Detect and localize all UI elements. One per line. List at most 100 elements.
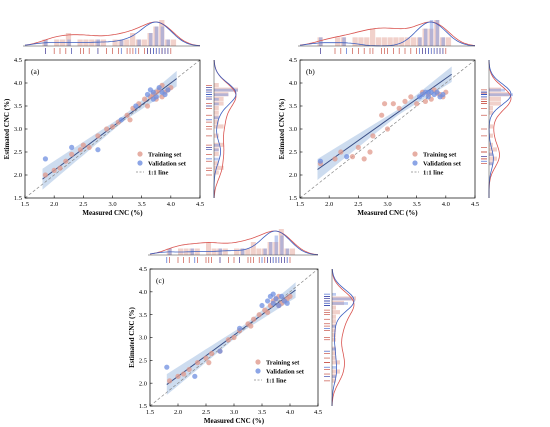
- histogram-bar: [273, 242, 279, 255]
- training-point: [231, 334, 237, 341]
- panel-label: (b): [306, 67, 315, 76]
- kde-validation: [299, 21, 476, 47]
- training-point: [390, 101, 396, 107]
- histogram-bar: [214, 116, 219, 120]
- histogram-bar: [274, 235, 278, 255]
- right-marginal: [324, 268, 356, 407]
- histogram-bar: [352, 37, 358, 46]
- training-point: [355, 144, 361, 150]
- kde-validation: [331, 268, 355, 407]
- histogram-bar: [318, 37, 323, 46]
- histogram-bar: [435, 20, 440, 46]
- x-tick-label: 4.5: [314, 409, 322, 416]
- y-tick-label: 2.0: [14, 172, 22, 179]
- legend: Training set Validation set 1:1 line: [411, 151, 462, 176]
- histogram-bar: [263, 248, 267, 255]
- training-point: [384, 126, 391, 132]
- y-tick-label: 4.5: [14, 57, 22, 64]
- validation-point: [217, 348, 223, 354]
- histogram-bar: [214, 161, 219, 166]
- legend-label-validation: Validation set: [148, 160, 187, 167]
- histogram-bar: [214, 148, 219, 152]
- histogram-bar: [332, 324, 336, 328]
- training-point: [175, 373, 181, 379]
- histogram-bar: [239, 248, 245, 255]
- training-point: [381, 101, 388, 107]
- histogram-bar: [100, 39, 107, 46]
- histogram-bar: [332, 310, 340, 315]
- histogram-bar: [217, 248, 223, 255]
- y-tick-label: 3.5: [14, 103, 22, 110]
- y-tick-label: 4.5: [139, 266, 147, 273]
- validation-point: [69, 144, 75, 150]
- histogram-bar: [135, 39, 142, 46]
- histogram-bar: [147, 33, 153, 46]
- histogram-bar: [165, 39, 171, 46]
- histogram-bar: [445, 37, 452, 46]
- validation-point: [270, 300, 276, 306]
- training-point: [206, 360, 212, 366]
- histogram-bar: [332, 292, 336, 296]
- histogram-bar: [89, 39, 95, 46]
- legend-marker-training: [137, 151, 143, 157]
- histogram-bar: [332, 369, 340, 374]
- x-axis-title: Measured CNC (%): [357, 209, 418, 217]
- histogram-bar: [489, 152, 493, 157]
- training-point: [95, 133, 101, 139]
- training-point: [77, 147, 84, 153]
- histogram-bar: [332, 319, 336, 324]
- histogram-bar: [267, 242, 273, 255]
- histogram-bar: [285, 248, 290, 255]
- histogram-bar: [214, 88, 238, 92]
- histogram-bar: [381, 37, 387, 46]
- histogram-bar: [214, 93, 229, 97]
- legend-label-training: Training set: [266, 359, 300, 366]
- histogram-bar: [119, 39, 124, 46]
- x-axis-title: Measured CNC (%): [82, 209, 143, 217]
- validation-point: [162, 91, 168, 98]
- legend-marker-training: [255, 359, 261, 365]
- histogram-bar: [332, 332, 336, 338]
- y-tick-label: 3.0: [289, 126, 297, 133]
- x-tick-label: 3.5: [258, 409, 266, 416]
- y-tick-label: 4.5: [289, 57, 297, 64]
- validation-point: [273, 296, 279, 302]
- validation-point: [434, 89, 440, 95]
- x-tick-label: 3.0: [108, 201, 116, 208]
- histogram-bar: [489, 87, 501, 92]
- kde-training: [331, 268, 355, 407]
- training-point: [127, 117, 133, 123]
- x-tick-label: 2.5: [79, 201, 87, 208]
- histogram-bar: [410, 37, 417, 46]
- scatter-plot-area: [300, 60, 475, 198]
- kde-training: [213, 59, 237, 199]
- validation-point: [42, 156, 49, 162]
- histogram-bar: [332, 302, 348, 305]
- training-point: [86, 144, 92, 150]
- kde-validation: [488, 60, 512, 198]
- histogram-bar: [489, 92, 509, 97]
- x-tick-label: 4.5: [471, 201, 479, 208]
- training-point: [396, 105, 402, 111]
- histogram-bar: [489, 106, 493, 111]
- histogram-bar: [141, 39, 147, 46]
- validation-point: [284, 300, 290, 306]
- legend-label-identity: 1:1 line: [148, 169, 169, 176]
- histogram-bar: [118, 39, 124, 46]
- histogram-bar: [358, 37, 364, 46]
- histogram-bar: [332, 375, 336, 378]
- training-point: [124, 112, 130, 118]
- validation-point: [259, 302, 265, 309]
- validation-point: [270, 291, 276, 297]
- validation-point: [164, 364, 170, 370]
- kde-training: [149, 230, 319, 255]
- histogram-bar: [332, 296, 356, 301]
- histogram-bar: [280, 235, 284, 255]
- training-point: [338, 149, 344, 155]
- histogram-bar: [214, 102, 219, 106]
- histogram-bar: [489, 96, 501, 101]
- validation-point: [425, 94, 431, 100]
- training-point: [63, 158, 69, 164]
- histogram-bar: [489, 162, 493, 166]
- histogram-bar: [332, 337, 336, 342]
